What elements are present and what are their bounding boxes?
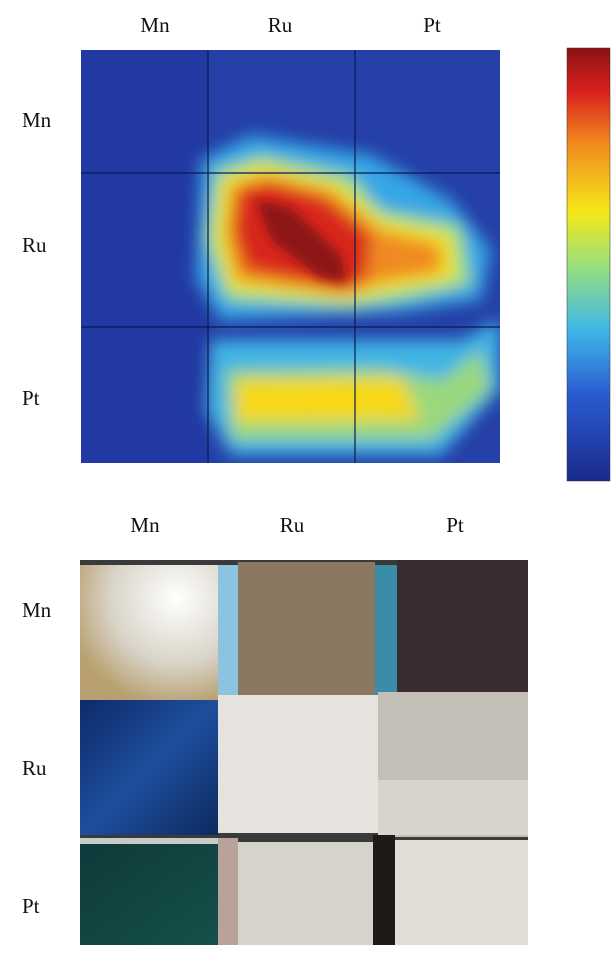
photo-panel: Mn Ru Pt Mn Ru Pt [22, 513, 528, 945]
row-label: Ru [22, 756, 47, 780]
colorbar [567, 48, 610, 481]
column-label: Pt [423, 13, 441, 37]
heatmap [81, 50, 500, 463]
column-label: Ru [280, 513, 305, 537]
heatmap-panel: Mn Ru Pt Mn Ru Pt [22, 13, 610, 481]
row-label: Mn [22, 598, 52, 622]
column-label: Mn [140, 13, 170, 37]
figure: Mn Ru Pt Mn Ru Pt [0, 0, 616, 961]
row-label: Ru [22, 233, 47, 257]
column-label: Ru [268, 13, 293, 37]
column-label: Mn [130, 513, 160, 537]
row-label: Pt [22, 386, 40, 410]
column-label: Pt [446, 513, 464, 537]
row-label: Mn [22, 108, 52, 132]
row-label: Pt [22, 894, 40, 918]
heatmap-shade [81, 50, 208, 463]
sample-photo [80, 560, 528, 945]
